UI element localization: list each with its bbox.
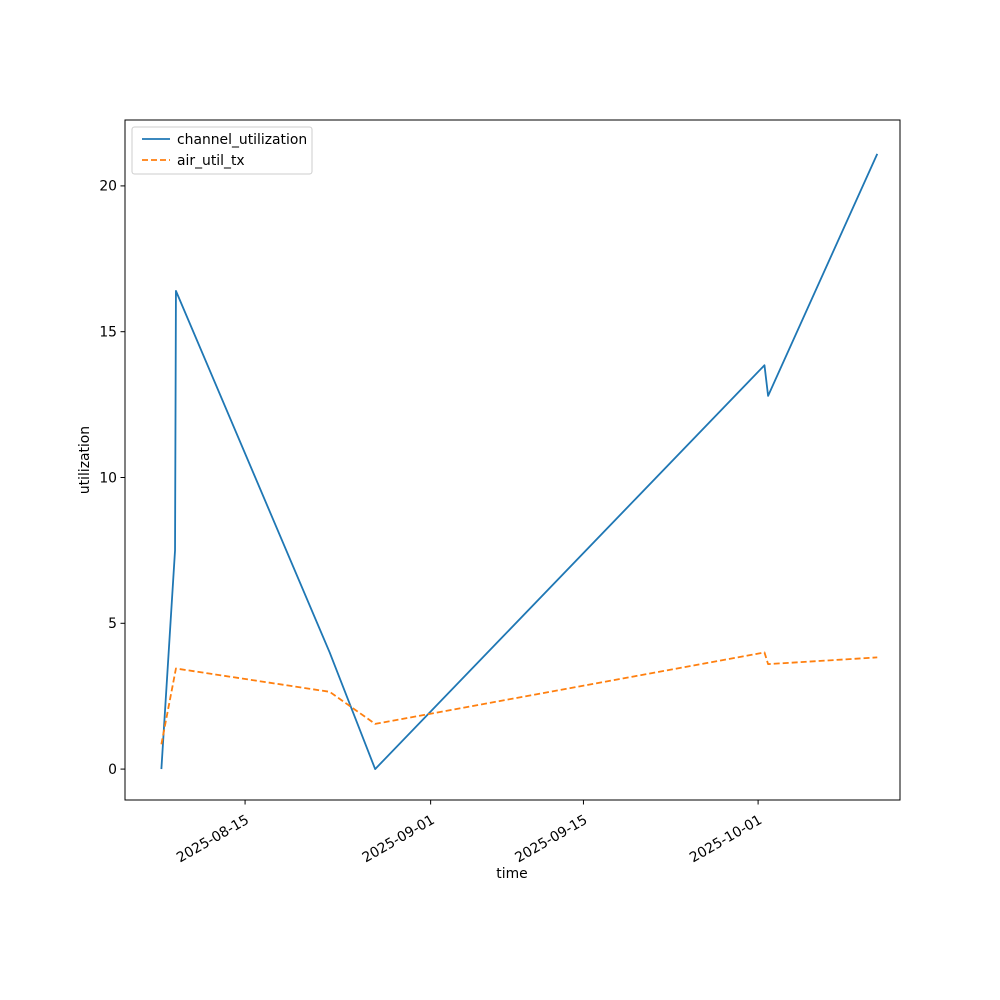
y-tick-label: 5 [108, 616, 117, 632]
y-tick-label: 10 [99, 470, 117, 486]
y-tick-label: 0 [108, 762, 117, 778]
y-tick-label: 20 [99, 179, 117, 195]
series-line-channel-utilization [160, 153, 879, 770]
plot-area [160, 153, 879, 770]
legend-box [131, 126, 313, 175]
legend-label-channel-utilization: channel_utilization [177, 132, 307, 148]
axes-frame [124, 119, 901, 801]
y-tick-label: 15 [99, 324, 117, 340]
y-axis-label: utilization [77, 426, 93, 494]
legend: channel_utilization air_util_tx [131, 126, 313, 175]
series-line-air-util-tx [160, 651, 878, 745]
x-axis-label: time [496, 866, 527, 882]
legend-label-air-util-tx: air_util_tx [177, 153, 245, 169]
